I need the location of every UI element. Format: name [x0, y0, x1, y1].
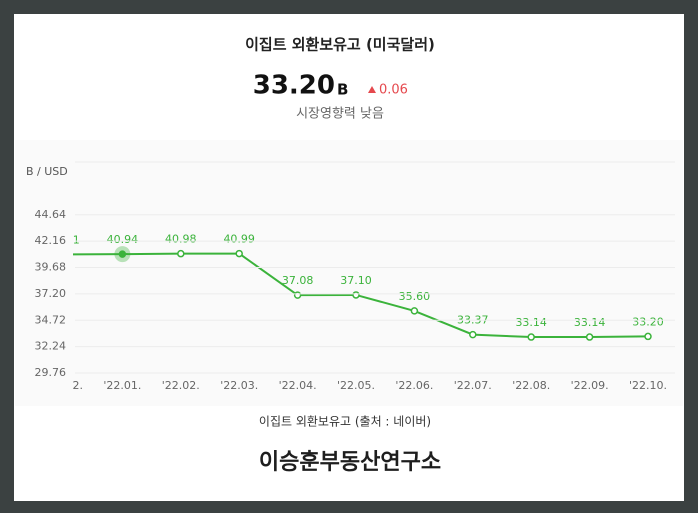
x-tick-label: '22.05.: [337, 379, 375, 392]
point: [527, 333, 535, 341]
up-arrow: [368, 86, 376, 93]
x-tick-label: '22.03.: [220, 379, 258, 392]
x-tick-label: '22.06.: [395, 379, 433, 392]
current-value: 33.20: [253, 71, 335, 101]
value-label: 40.99: [223, 233, 255, 246]
value-label: 33.20: [632, 315, 664, 328]
y-tick-label: 42.16: [35, 234, 67, 247]
plot: '21.12. 40.91 '22.01. 40.94 '22.02. 40.98 '22.…: [45, 233, 667, 392]
value-label: 33.14: [515, 316, 547, 329]
note: 시장영향력 낮음: [296, 107, 384, 122]
x-tick-label: '22.04.: [279, 379, 317, 392]
point: [410, 307, 419, 315]
point: [177, 249, 185, 258]
y-tick-label: 37.20: [35, 287, 67, 300]
x-tick-label: '22.07.: [454, 379, 492, 392]
y-tick-label: 34.72: [35, 313, 67, 326]
x-tick-label: '22.09.: [571, 379, 609, 392]
brand: 이승훈부동산연구소: [259, 450, 441, 475]
point: [644, 332, 652, 341]
y-tick-label: 29.76: [35, 366, 67, 379]
y-tick-label: 44.64: [35, 208, 67, 221]
value-label: 40.98: [165, 233, 197, 246]
value-label: 40.91: [48, 233, 80, 246]
value-label: 37.08: [282, 274, 314, 287]
y-unit: B / USD: [26, 165, 68, 178]
y-tick-label: 32.24: [35, 340, 67, 353]
x-tick-label: '22.01.: [103, 379, 141, 392]
point: [293, 291, 302, 299]
y-tick-label: 39.68: [35, 261, 67, 274]
point: [352, 291, 360, 299]
title: 이집트 외환보유고 (미국달러): [245, 36, 435, 54]
x-tick-label: '22.08.: [512, 379, 550, 392]
value-label: 35.60: [399, 290, 431, 303]
unit: B: [337, 81, 348, 99]
value-label: 33.14: [574, 316, 606, 329]
x-tick-label: '21.12.: [45, 379, 83, 392]
x-tick-label: '22.10.: [629, 379, 667, 392]
point: [235, 249, 243, 258]
point: [469, 330, 477, 339]
chart-area: [15, 140, 683, 406]
value-label: 40.94: [107, 233, 139, 246]
point: [118, 250, 127, 258]
value-label: 37.10: [340, 274, 372, 287]
point: [585, 333, 594, 341]
caption: 이집트 외환보유고 (출처 : 네이버): [259, 415, 431, 429]
x-tick-label: '22.02.: [162, 379, 200, 392]
change: 0.06: [379, 83, 408, 98]
